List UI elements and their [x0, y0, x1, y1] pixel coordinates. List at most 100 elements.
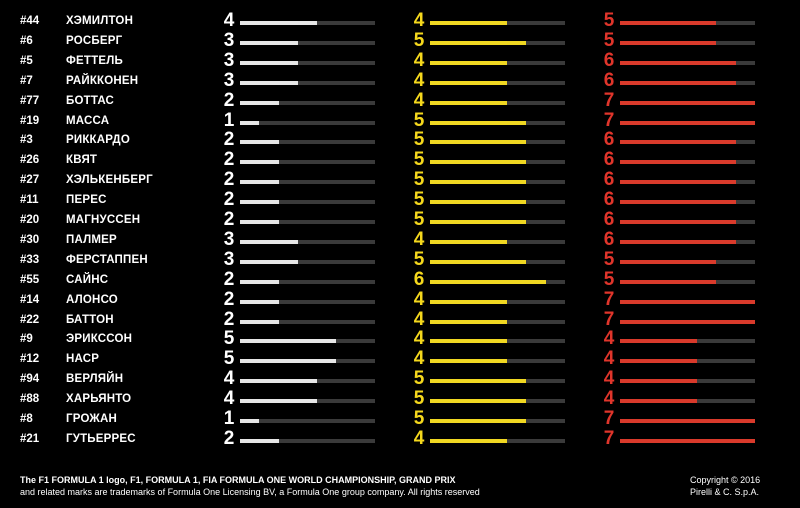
- bar-track: [240, 279, 375, 284]
- bar-track: [430, 40, 565, 45]
- bar-fill: [620, 80, 736, 85]
- value-cell: 6: [600, 229, 755, 251]
- value-label: 3: [223, 69, 235, 91]
- value-label: 3: [223, 228, 235, 250]
- value-cell: 5: [600, 11, 755, 32]
- bar-fill: [240, 100, 279, 105]
- bar-track: [620, 239, 755, 244]
- trademark-notice: The F1 FORMULA 1 logo, F1, FORMULA 1, FI…: [20, 474, 540, 498]
- driver-number: #27: [20, 174, 40, 187]
- bar-fill: [430, 60, 508, 65]
- bar-fill: [620, 60, 736, 65]
- value-label: 6: [603, 209, 615, 230]
- value-cell: 5: [410, 369, 565, 390]
- driver-number: #5: [20, 54, 33, 67]
- bar-track: [620, 160, 755, 165]
- bar-fill: [620, 220, 736, 224]
- value-cell: 6: [600, 50, 755, 72]
- value-cell: 4: [410, 228, 565, 251]
- driver-row: #5 ФЕТТЕЛЬ 3 4 6: [0, 50, 800, 72]
- bar-fill: [240, 299, 279, 304]
- driver-name: БАТТОН: [66, 313, 114, 326]
- value-label: 5: [603, 29, 615, 51]
- value-label: 5: [413, 189, 425, 211]
- bar-track: [620, 180, 755, 185]
- driver-number: #21: [20, 432, 40, 445]
- bar-fill: [620, 438, 755, 443]
- value-label: 7: [603, 308, 615, 330]
- value-cell: 4: [410, 428, 565, 450]
- driver-row: #30 ПАЛМЕР 3 4 6: [0, 228, 800, 251]
- bar-track: [620, 40, 755, 45]
- value-cell: 1: [220, 409, 375, 430]
- driver-row: #19 МАССА 1 5 7: [0, 109, 800, 132]
- driver-number: #20: [20, 214, 40, 226]
- bar-fill: [430, 100, 508, 105]
- value-cell: 4: [410, 309, 565, 331]
- bar-fill: [430, 160, 527, 165]
- bar-track: [620, 379, 755, 384]
- driver-name: БОТТАС: [66, 94, 115, 107]
- value-label: 4: [413, 89, 425, 111]
- trademark-line-2: and related marks are trademarks of Form…: [20, 487, 480, 497]
- bar-track: [620, 220, 755, 224]
- bar-fill: [240, 259, 298, 264]
- bar-fill: [430, 120, 527, 125]
- bar-track: [620, 60, 755, 65]
- bar-fill: [430, 359, 508, 364]
- bar-fill: [240, 319, 279, 324]
- driver-row: #9 ЭРИКССОН 5 4 4: [0, 328, 800, 350]
- value-cell: 4: [410, 289, 565, 311]
- bar-fill: [430, 419, 527, 423]
- value-label: 4: [413, 348, 425, 370]
- bar-fill: [620, 160, 736, 165]
- value-cell: 7: [600, 409, 755, 430]
- bar-track: [430, 200, 565, 205]
- driver-name: ПАЛМЕР: [66, 233, 117, 246]
- driver-row: #55 САЙНС 2 6 5: [0, 269, 800, 291]
- value-label: 4: [603, 348, 615, 370]
- bar-track: [620, 438, 755, 443]
- value-label: 3: [223, 29, 235, 51]
- value-label: 2: [223, 189, 235, 211]
- driver-row: #77 БОТТАС 2 4 7: [0, 89, 800, 112]
- bar-fill: [620, 200, 736, 205]
- bar-fill: [240, 359, 337, 364]
- value-cell: 1: [220, 109, 375, 132]
- driver-row: #11 ПЕРЕС 2 5 6: [0, 189, 800, 211]
- value-label: 7: [603, 89, 615, 111]
- value-label: 5: [413, 129, 425, 151]
- value-label: 6: [603, 169, 615, 191]
- value-label: 4: [413, 328, 425, 350]
- value-cell: 4: [410, 70, 565, 92]
- bar-track: [240, 379, 375, 384]
- bar-track: [240, 21, 375, 25]
- driver-row: #94 ВЕРЛЯЙН 4 5 4: [0, 368, 800, 390]
- bar-track: [240, 319, 375, 324]
- value-label: 4: [603, 368, 615, 390]
- bar-fill: [620, 259, 717, 264]
- bar-fill: [430, 140, 527, 145]
- value-label: 4: [413, 228, 425, 250]
- bar-track: [620, 140, 755, 145]
- bar-fill: [620, 140, 736, 145]
- bar-fill: [240, 239, 298, 244]
- value-label: 2: [223, 169, 235, 191]
- driver-name: РАЙККОНЕН: [66, 74, 139, 87]
- value-cell: 4: [600, 329, 755, 350]
- value-label: 1: [223, 109, 235, 131]
- driver-name: ХАРЬЯНТО: [66, 393, 132, 406]
- driver-number: #44: [20, 15, 40, 27]
- driver-row: #20 МАГНУССЕН 2 5 6: [0, 209, 800, 231]
- value-cell: 2: [220, 189, 375, 211]
- bar-fill: [240, 339, 337, 344]
- value-cell: 6: [600, 70, 755, 92]
- driver-name: ФЕРСТАППЕН: [66, 253, 148, 266]
- bar-fill: [240, 379, 318, 384]
- value-cell: 5: [410, 409, 565, 430]
- driver-row: #14 АЛОНСО 2 4 7: [0, 289, 800, 311]
- bar-fill: [430, 259, 527, 264]
- value-label: 5: [413, 209, 425, 230]
- value-cell: 3: [220, 29, 375, 52]
- copyright-line: Copyright © 2016: [690, 475, 761, 485]
